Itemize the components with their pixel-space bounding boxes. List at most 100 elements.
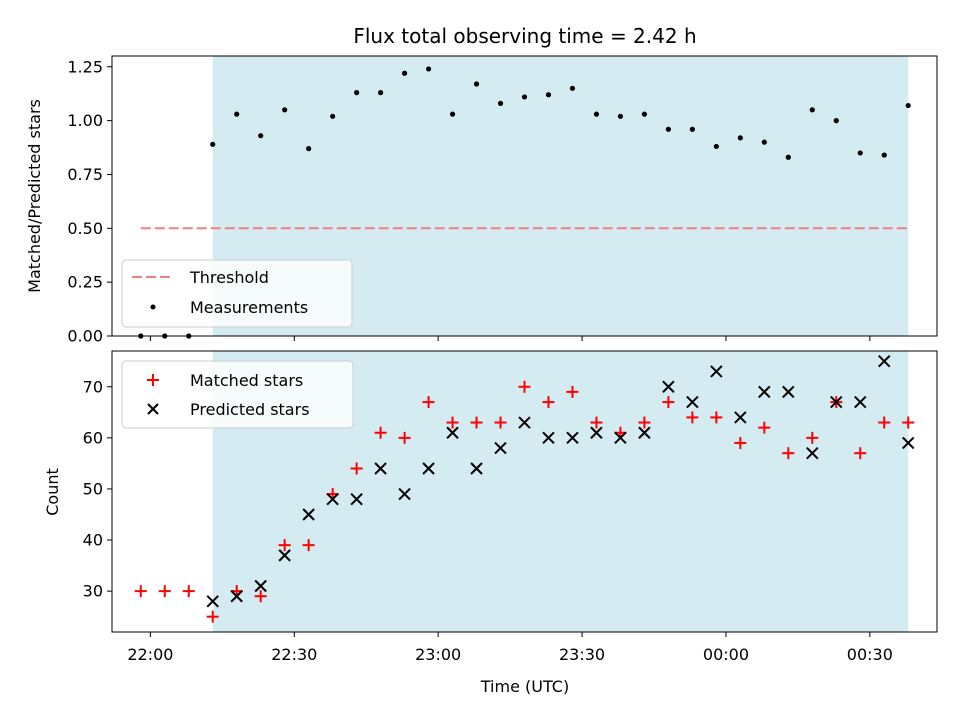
matched-star-point bbox=[806, 431, 819, 444]
bottom-axes-frame bbox=[111, 350, 938, 633]
predicted-star-point bbox=[614, 431, 627, 445]
matched-star-point bbox=[446, 416, 459, 429]
measurement-point bbox=[617, 113, 624, 119]
predicted-star-point bbox=[710, 365, 723, 378]
predicted-star-point bbox=[734, 411, 747, 424]
matched-star-point bbox=[374, 426, 387, 439]
x-axis-label: Time (UTC) bbox=[480, 677, 569, 696]
predicted-star-point bbox=[470, 462, 483, 475]
y-tick-label: 0.50 bbox=[67, 219, 103, 238]
matched-legend-swatch bbox=[147, 374, 159, 386]
bottom-panel: 30 40 50 60 70 22:00 22:30 23:00 23:30 00:00 00:3… bbox=[43, 350, 938, 696]
measurement-point bbox=[497, 100, 504, 106]
y-tick-label: 1.25 bbox=[67, 57, 103, 76]
top-legend-box bbox=[121, 259, 353, 328]
matched-star-point bbox=[566, 385, 579, 398]
measurement-point bbox=[210, 141, 216, 147]
predicted-star-point bbox=[398, 487, 411, 501]
matched-star-point bbox=[758, 421, 771, 434]
predicted-star-point bbox=[662, 380, 675, 393]
y-tick-label: 70 bbox=[83, 377, 103, 396]
predicted-star-point bbox=[350, 492, 363, 506]
matched-star-point bbox=[254, 590, 267, 603]
measurement-point bbox=[857, 150, 863, 156]
matched-star-point bbox=[422, 396, 435, 409]
y-tick-label: 50 bbox=[83, 479, 103, 498]
x-tick-label: 23:30 bbox=[559, 645, 605, 664]
matched-star-point bbox=[350, 462, 363, 475]
y-tick-label: 0.75 bbox=[67, 165, 103, 184]
predicted-star-point bbox=[878, 355, 891, 368]
measurement-point bbox=[641, 111, 648, 117]
measurement-point bbox=[665, 126, 671, 132]
measurement-point bbox=[593, 111, 600, 117]
matched-star-point bbox=[590, 416, 603, 429]
measurements-legend-swatch bbox=[150, 304, 156, 310]
predicted-star-point bbox=[638, 426, 651, 439]
measurement-point bbox=[425, 66, 432, 72]
y-tick-label: 30 bbox=[83, 582, 103, 601]
y-tick-label: 0.00 bbox=[67, 327, 103, 346]
threshold-legend-label: Threshold bbox=[189, 268, 269, 287]
measurements-legend-label: Measurements bbox=[190, 298, 308, 317]
y-tick-label: 1.00 bbox=[67, 111, 103, 130]
top-legend: Threshold Measurements bbox=[121, 259, 353, 328]
predicted-legend-swatch bbox=[147, 403, 159, 415]
bottom-y-axis-label: Count bbox=[43, 468, 62, 516]
matched-legend-label: Matched stars bbox=[190, 371, 303, 390]
predicted-star-point bbox=[422, 462, 435, 475]
y-tick-label: 60 bbox=[83, 428, 103, 447]
matched-star-point bbox=[494, 416, 507, 429]
measurement-point bbox=[306, 146, 312, 152]
predicted-legend-label: Predicted stars bbox=[190, 400, 310, 419]
bottom-x-ticks: 22:00 22:30 23:00 23:30 00:00 00:30 bbox=[127, 632, 893, 664]
top-x-ticks bbox=[149, 336, 871, 341]
measurement-point bbox=[473, 81, 480, 87]
measurement-point bbox=[282, 107, 288, 113]
predicted-star-point bbox=[854, 395, 867, 409]
measurement-point bbox=[401, 70, 408, 76]
bottom-legend-box bbox=[121, 360, 354, 429]
matched-star-point bbox=[398, 431, 411, 444]
predicted-star-point bbox=[206, 595, 219, 608]
y-tick-label: 0.25 bbox=[67, 273, 103, 292]
x-tick-label: 00:30 bbox=[847, 645, 893, 664]
measurement-points bbox=[138, 66, 911, 339]
top-axes-frame bbox=[111, 55, 938, 337]
x-tick-label: 00:00 bbox=[703, 645, 749, 664]
matched-star-point bbox=[782, 447, 795, 460]
predicted-star-point bbox=[542, 431, 555, 445]
measurement-point bbox=[785, 154, 791, 160]
predicted-star-point bbox=[446, 426, 459, 439]
predicted-star-point bbox=[302, 508, 315, 521]
predicted-star-point bbox=[518, 416, 531, 429]
measurement-point bbox=[545, 92, 552, 98]
predicted-star-point bbox=[758, 385, 771, 399]
bottom-y-ticks: 30 40 50 60 70 bbox=[83, 377, 112, 601]
matched-star-point bbox=[134, 585, 147, 598]
matched-star-point bbox=[182, 585, 195, 598]
matched-star-point bbox=[470, 416, 483, 429]
measurement-point bbox=[449, 111, 456, 117]
matched-star-point bbox=[542, 396, 555, 409]
count-points bbox=[134, 355, 915, 623]
matched-star-point bbox=[302, 539, 315, 552]
x-tick-label: 22:30 bbox=[271, 645, 317, 664]
matched-star-point bbox=[686, 411, 699, 424]
matched-star-point bbox=[662, 396, 675, 409]
measurement-point bbox=[737, 135, 743, 141]
chart-title: Flux total observing time = 2.42 h bbox=[353, 24, 696, 48]
measurement-point bbox=[689, 126, 695, 132]
measurement-point bbox=[378, 90, 384, 96]
measurement-point bbox=[713, 143, 719, 150]
predicted-star-point bbox=[830, 395, 843, 409]
measurement-point bbox=[354, 90, 360, 96]
matched-star-point bbox=[710, 411, 723, 424]
measurement-point bbox=[905, 102, 911, 109]
predicted-star-point bbox=[494, 441, 507, 455]
measurement-point bbox=[521, 94, 528, 100]
matched-star-point bbox=[734, 436, 747, 449]
matched-star-point bbox=[158, 585, 171, 598]
x-tick-label: 23:00 bbox=[415, 645, 461, 664]
